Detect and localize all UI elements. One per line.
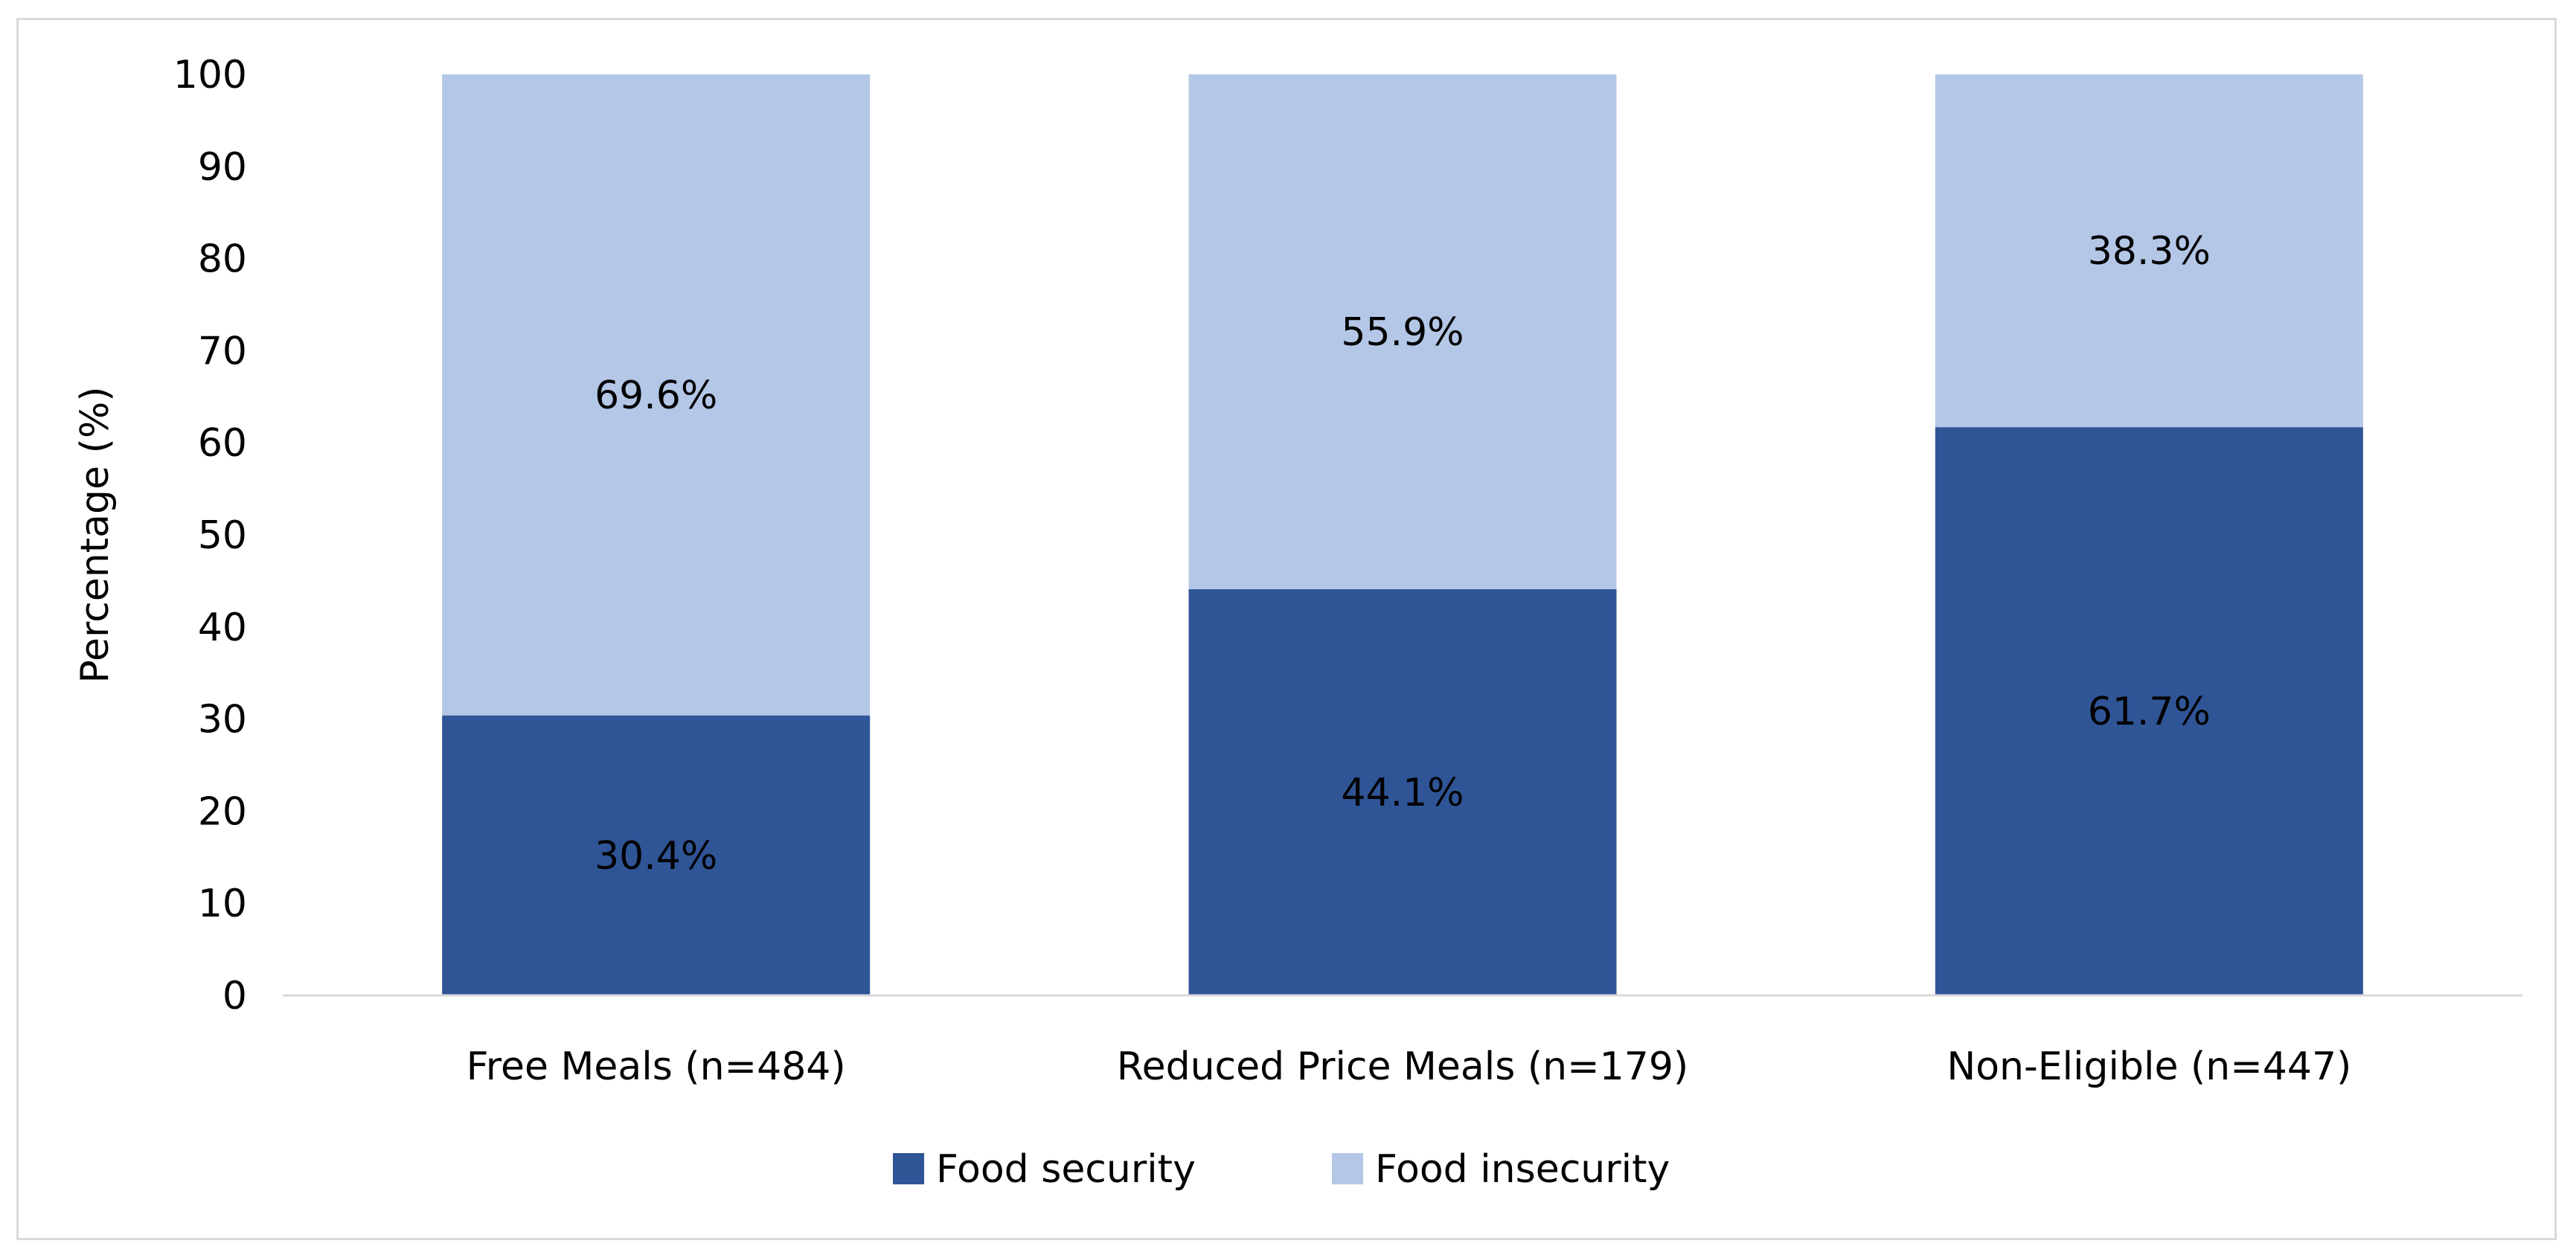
data-label-food-security-1: 30.4% [595,834,717,879]
bar-food-insecurity-3 [1935,74,2363,428]
bar-food-insecurity-2 [1188,74,1617,590]
y-tick-label-20: 20 [198,789,247,834]
x-tick-label-1: Free Meals (n=484) [467,1044,846,1089]
bar-food-insecurity-1 [442,74,871,716]
legend-swatch-food-insecurity [1332,1153,1363,1184]
stacked-bar-chart: 30.4% 69.6% 44.1% 55.9% 61.7% 38.3% 0 10 20 30 40… [73,53,2522,1192]
legend-swatch-food-security [893,1153,924,1184]
data-label-food-insecurity-3: 38.3% [2088,229,2211,274]
y-tick-label-100: 100 [173,53,247,97]
bars-layer [442,74,2363,995]
y-tick-label-90: 90 [198,145,247,190]
y-axis-tick-labels: 0 10 20 30 40 50 60 70 80 90 100 [173,53,247,1018]
y-axis-title: Percentage (%) [73,386,118,683]
legend: Food security Food insecurity [893,1147,1670,1192]
data-label-food-security-3: 61.7% [2088,690,2211,734]
bar-food-security-3 [1935,427,2363,995]
y-tick-label-40: 40 [198,606,247,650]
x-tick-label-2: Reduced Price Meals (n=179) [1117,1044,1688,1089]
legend-label-food-security: Food security [936,1147,1196,1192]
chart-frame: 30.4% 69.6% 44.1% 55.9% 61.7% 38.3% 0 10 20 30 40… [16,18,2557,1240]
y-tick-label-10: 10 [198,882,247,926]
x-tick-label-3: Non-Eligible (n=447) [1947,1044,2351,1089]
bar-food-security-2 [1188,589,1617,995]
data-labels-layer: 30.4% 69.6% 44.1% 55.9% 61.7% 38.3% [595,229,2211,879]
data-label-food-insecurity-1: 69.6% [595,373,717,418]
y-tick-label-70: 70 [198,329,247,373]
bar-food-security-1 [442,715,871,995]
y-tick-label-60: 60 [198,421,247,466]
data-label-food-insecurity-2: 55.9% [1341,310,1464,355]
y-tick-label-80: 80 [198,237,247,282]
legend-label-food-insecurity: Food insecurity [1375,1147,1670,1192]
x-axis-tick-labels: Free Meals (n=484) Reduced Price Meals (n… [467,1044,2352,1089]
y-tick-label-0: 0 [222,974,247,1018]
data-label-food-security-2: 44.1% [1341,771,1464,815]
y-tick-label-30: 30 [198,698,247,742]
y-tick-label-50: 50 [198,513,247,558]
